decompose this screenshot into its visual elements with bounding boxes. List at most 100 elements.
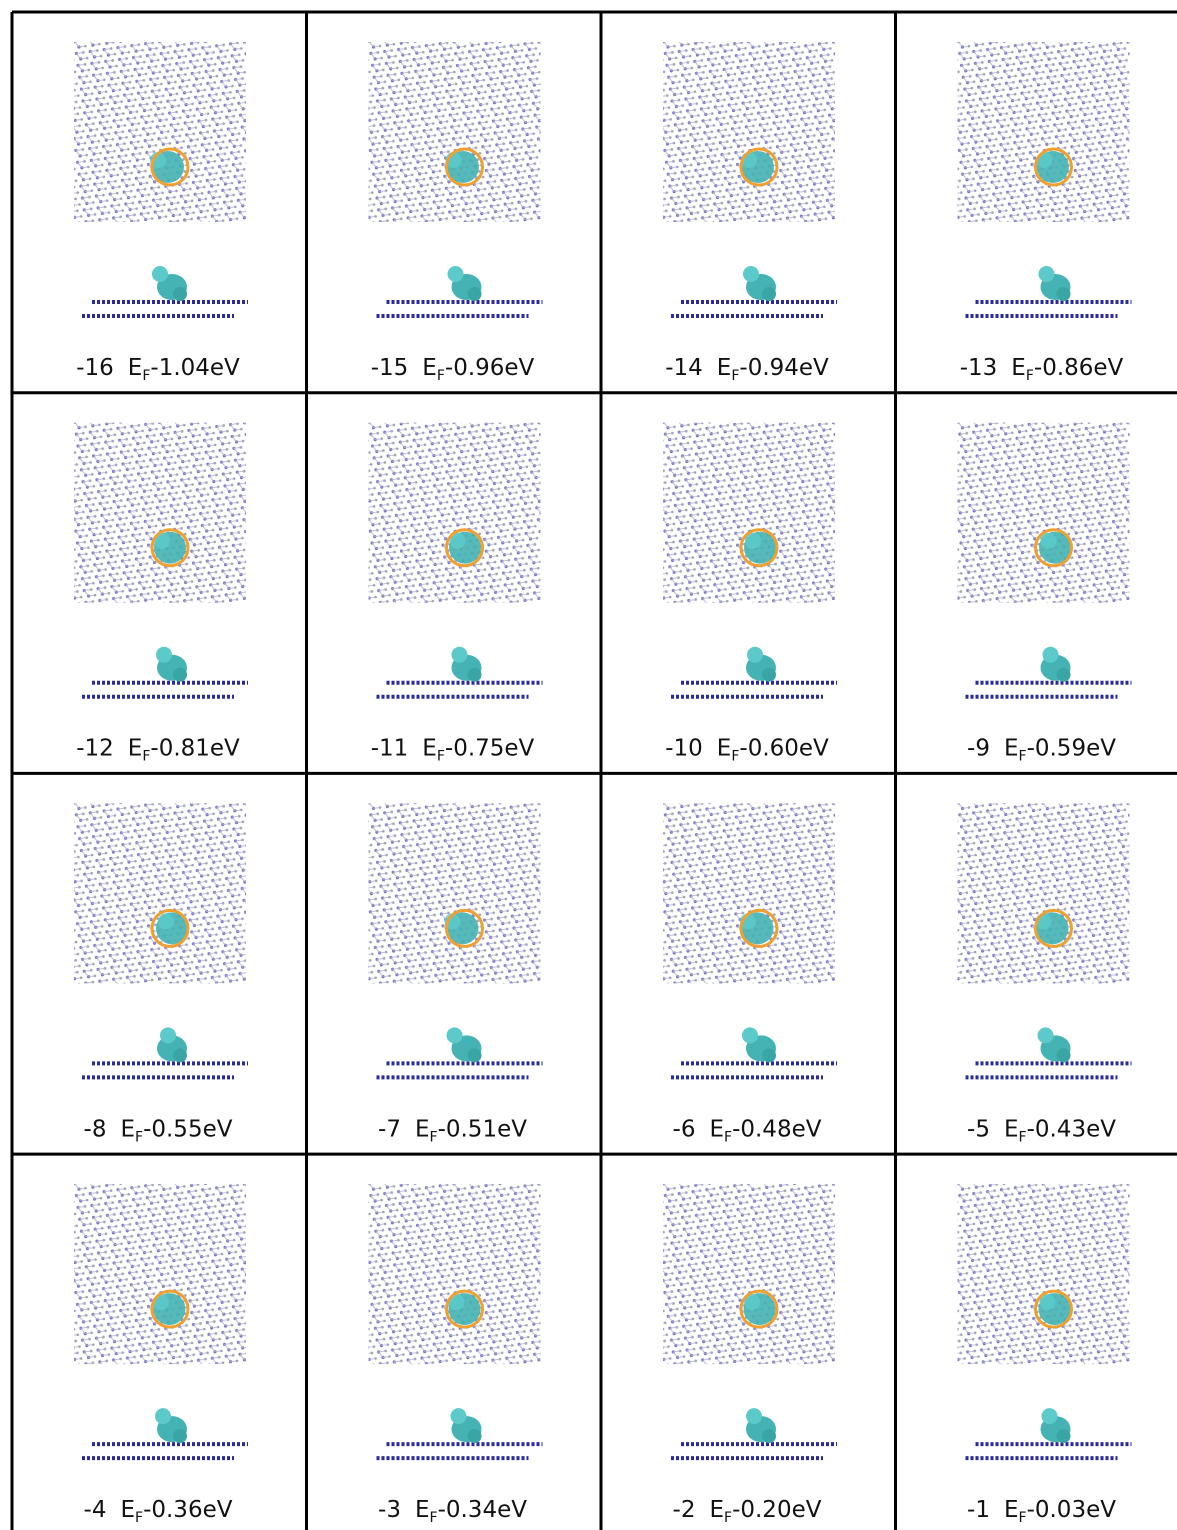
energy-offset: -0.59eV [1027,736,1117,762]
density-side [1057,668,1071,682]
fermi-subscript: F [437,368,445,384]
fermi-subscript: F [731,749,739,765]
energy-offset: -0.48eV [732,1116,822,1142]
lattice-top-view [74,423,246,603]
fermi-symbol: E [1004,1497,1019,1523]
lattice-top-view [663,1184,835,1364]
index: -11 [371,736,409,762]
panel-label: -6EF-0.48eV [673,1116,822,1145]
energy-offset: -0.36eV [143,1497,233,1523]
density-side [468,287,482,301]
fermi-subscript: F [731,368,739,384]
panel-label: -14EF-0.94eV [665,355,829,384]
index: -13 [960,355,998,381]
fermi-subscript: F [135,1510,143,1526]
energy-offset: -0.51eV [438,1116,528,1142]
index: -1 [967,1497,990,1523]
panel-label: -15 EF-0.96eV [371,355,535,384]
panel: -13EF-0.86eV [958,42,1132,384]
density-side [747,647,763,663]
panel-label: -1 EF-0.03eV [967,1497,1116,1526]
fermi-subscript: F [1019,749,1027,765]
density-side [1057,1048,1071,1062]
lattice-top-view [663,803,835,983]
lattice-top-view [958,1184,1130,1364]
index: -6 [673,1116,696,1142]
index: -5 [967,1116,990,1142]
lattice-top-view [74,803,246,983]
figure: -16EF-1.04eV-15EF-0.96eV-14EF-0.94eV-13E… [0,0,1177,1530]
lattice-top-view [369,1184,541,1364]
fermi-symbol: E [415,1116,430,1142]
index: -3 [378,1497,401,1523]
density-side [1039,266,1055,282]
panel: -1 EF-0.03eV [958,1184,1132,1526]
fermi-symbol: E [709,1497,724,1523]
fermi-symbol: E [1011,355,1026,381]
lattice-top-view [369,803,541,983]
fermi-subscript: F [437,749,445,765]
lattice-top-view [369,423,541,603]
fermi-symbol: E [422,736,437,762]
panel: -15 EF-0.96eV [369,42,543,384]
lattice-top-view [663,423,835,603]
fermi-subscript: F [1019,1510,1027,1526]
lattice-top-view [663,42,835,222]
panel-label: -9 EF-0.59eV [967,736,1116,765]
density-side [1042,1408,1058,1424]
density-side [173,1048,187,1062]
density-side [762,1429,776,1443]
energy-offset: -0.34eV [438,1497,528,1523]
density-side [1057,287,1071,301]
density-side [742,1027,758,1043]
fermi-subscript: F [135,1129,143,1145]
fermi-subscript: F [724,1129,732,1145]
energy-offset: -0.81eV [150,736,240,762]
lattice-top-view [958,423,1130,603]
panel: -5EF-0.43eV [958,803,1132,1145]
panel: -14EF-0.94eV [663,42,837,384]
density-side [447,1027,463,1043]
density-side [173,1429,187,1443]
fermi-subscript: F [430,1129,438,1145]
panel-label: -3 EF-0.34eV [378,1497,527,1526]
density-side [448,266,464,282]
energy-offset: -0.55eV [143,1116,233,1142]
density-side [173,287,187,301]
lattice-top-view [74,42,246,222]
energy-offset: -0.96eV [445,355,535,381]
energy-offset: -0.60eV [739,736,829,762]
energy-offset: -0.03eV [1027,1497,1117,1523]
fermi-symbol: E [128,736,143,762]
index: -16 [76,355,114,381]
fermi-subscript: F [1026,368,1034,384]
density-side [160,1027,176,1043]
fermi-symbol: E [120,1116,135,1142]
index: -9 [967,736,990,762]
lattice-top-view [958,42,1130,222]
energy-offset: -0.75eV [445,736,535,762]
energy-offset: -0.94eV [739,355,829,381]
panel-label: -13EF-0.86eV [960,355,1124,384]
density-side [746,1408,762,1424]
fermi-symbol: E [717,355,732,381]
density-side [1057,1429,1071,1443]
fermi-subscript: F [430,1510,438,1526]
fermi-symbol: E [422,355,437,381]
density-side [468,1048,482,1062]
fermi-symbol: E [415,1497,430,1523]
density-side [452,647,468,663]
fermi-symbol: E [1004,736,1019,762]
panel-label: -8EF-0.55eV [84,1116,233,1145]
fermi-subscript: F [1019,1129,1027,1145]
density-side [743,266,759,282]
index: -15 [371,355,409,381]
fermi-symbol: E [128,355,143,381]
